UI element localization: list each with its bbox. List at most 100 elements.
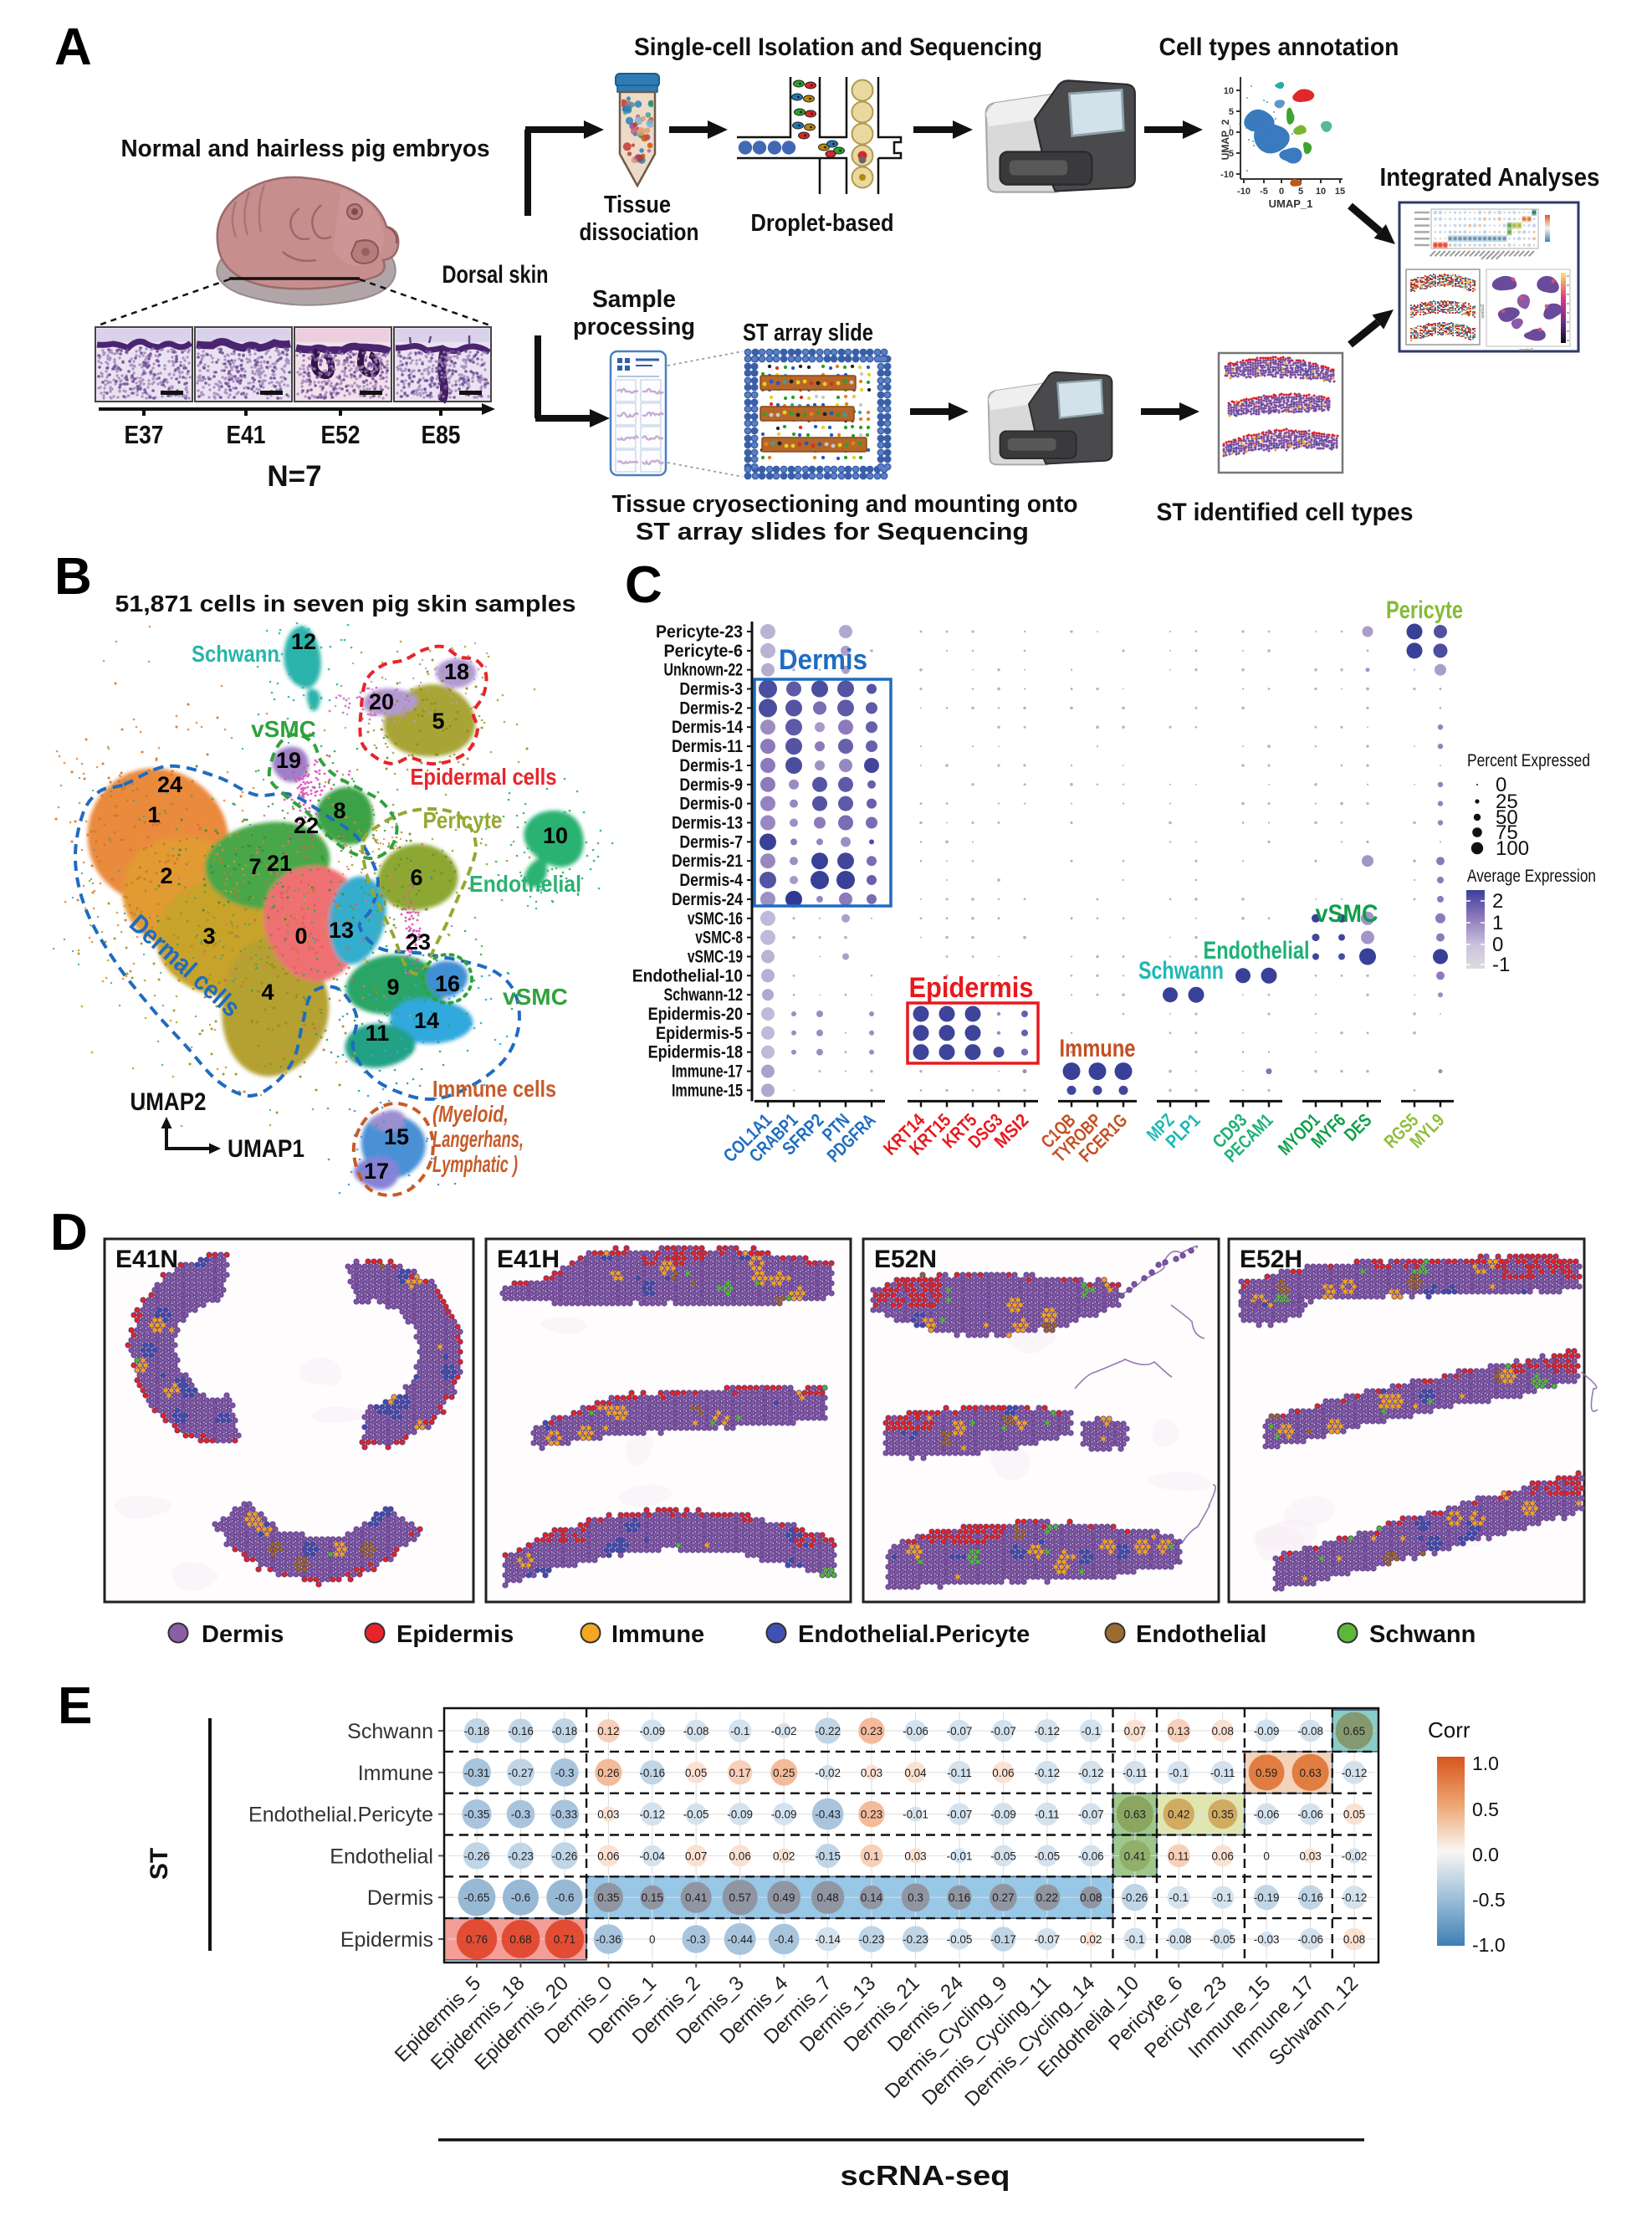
svg-text:Dermis-13: Dermis-13 xyxy=(672,814,743,833)
svg-text:-0.05: -0.05 xyxy=(947,1933,973,1946)
svg-text:0.14: 0.14 xyxy=(861,1891,883,1904)
svg-text:-0.23: -0.23 xyxy=(508,1850,534,1862)
svg-text:0.13: 0.13 xyxy=(1168,1725,1189,1737)
svg-text:Langerhans,: Langerhans, xyxy=(432,1126,524,1152)
svg-text:-0.09: -0.09 xyxy=(771,1809,797,1821)
svg-text:Dermis-4: Dermis-4 xyxy=(679,871,743,890)
svg-text:Immune: Immune xyxy=(1060,1035,1136,1062)
svg-text:0.03: 0.03 xyxy=(597,1809,619,1821)
svg-text:18: 18 xyxy=(444,659,469,684)
svg-text:Sample: Sample xyxy=(592,286,676,313)
svg-text:Dermis-0: Dermis-0 xyxy=(679,795,743,814)
svg-text:-0.02: -0.02 xyxy=(771,1725,797,1737)
svg-text:0.23: 0.23 xyxy=(861,1809,882,1821)
svg-text:0.07: 0.07 xyxy=(1124,1725,1146,1737)
svg-text:Unknown-22: Unknown-22 xyxy=(664,661,744,680)
svg-text:5: 5 xyxy=(1229,107,1234,117)
svg-text:10: 10 xyxy=(1316,187,1326,197)
svg-text:Average Expression: Average Expression xyxy=(1467,867,1596,886)
svg-text:0.23: 0.23 xyxy=(861,1725,882,1737)
svg-text:Integrated Analyses: Integrated Analyses xyxy=(1380,162,1600,192)
svg-text:spatial1: spatial1 xyxy=(1519,348,1533,353)
svg-text:2: 2 xyxy=(1492,890,1503,913)
svg-text:Immune: Immune xyxy=(358,1762,433,1785)
svg-text:-0.06: -0.06 xyxy=(1297,1809,1323,1821)
svg-text:-0.1: -0.1 xyxy=(1169,1767,1189,1779)
svg-text:0.06: 0.06 xyxy=(1212,1850,1234,1862)
svg-text:-0.6: -0.6 xyxy=(555,1891,574,1904)
svg-text:23: 23 xyxy=(406,929,431,954)
svg-text:-0.26: -0.26 xyxy=(464,1850,490,1862)
svg-text:Schwann: Schwann xyxy=(1138,957,1224,985)
svg-text:Tissue cryosectioning and moun: Tissue cryosectioning and mounting onto xyxy=(612,491,1078,518)
svg-text:0.65: 0.65 xyxy=(1343,1725,1365,1737)
svg-text:-0.26: -0.26 xyxy=(552,1850,578,1862)
svg-text:0.63: 0.63 xyxy=(1299,1767,1321,1779)
svg-text:0: 0 xyxy=(649,1933,656,1946)
svg-text:Dermis: Dermis xyxy=(367,1886,433,1910)
svg-text:-0.1: -0.1 xyxy=(1213,1891,1232,1904)
svg-text:16: 16 xyxy=(435,971,460,996)
svg-text:-0.05: -0.05 xyxy=(683,1809,709,1821)
svg-text:B: B xyxy=(54,548,92,606)
svg-text:0: 0 xyxy=(1229,128,1234,138)
svg-text:-0.09: -0.09 xyxy=(990,1809,1016,1821)
svg-text:-0.06: -0.06 xyxy=(903,1725,928,1737)
svg-text:0.06: 0.06 xyxy=(992,1767,1014,1779)
svg-text:-0.5: -0.5 xyxy=(1472,1889,1506,1911)
svg-text:50: 50 xyxy=(1496,806,1518,829)
svg-text:E85: E85 xyxy=(422,420,461,449)
svg-text:E52H: E52H xyxy=(1240,1246,1302,1273)
svg-text:vSMC-19: vSMC-19 xyxy=(688,948,743,967)
svg-text:Epidermis-20: Epidermis-20 xyxy=(648,1005,743,1024)
svg-text:Epidermis: Epidermis xyxy=(340,1928,433,1952)
svg-text:-0.1: -0.1 xyxy=(1125,1933,1144,1946)
svg-text:ST array slides for Sequencin: ST array slides for Sequencing xyxy=(636,519,1029,545)
svg-text:Endothelial: Endothelial xyxy=(330,1845,433,1868)
svg-text:-0.07: -0.07 xyxy=(947,1809,973,1821)
svg-text:E41N: E41N xyxy=(115,1246,178,1273)
svg-text:8: 8 xyxy=(333,798,345,823)
svg-text:7: 7 xyxy=(248,854,261,879)
svg-text:-0.6: -0.6 xyxy=(511,1891,530,1904)
svg-text:vSMC-16: vSMC-16 xyxy=(688,909,743,929)
svg-text:0.27: 0.27 xyxy=(992,1891,1014,1904)
svg-text:-0.36: -0.36 xyxy=(596,1933,621,1946)
svg-text:-0.26: -0.26 xyxy=(1122,1891,1148,1904)
svg-text:E41: E41 xyxy=(227,420,266,449)
svg-text:12: 12 xyxy=(291,629,316,654)
svg-text:-0.12: -0.12 xyxy=(1034,1767,1060,1779)
svg-text:Droplet-based: Droplet-based xyxy=(751,210,894,237)
svg-text:Endothelial: Endothelial xyxy=(469,871,581,897)
svg-text:-0.07: -0.07 xyxy=(1078,1809,1104,1821)
svg-text:Dermis-1: Dermis-1 xyxy=(679,756,743,775)
svg-text:0.63: 0.63 xyxy=(1124,1809,1146,1821)
svg-text:-0.09: -0.09 xyxy=(727,1809,753,1821)
svg-text:-0.06: -0.06 xyxy=(1078,1850,1104,1862)
svg-text:14: 14 xyxy=(414,1008,439,1033)
svg-text:-0.16: -0.16 xyxy=(1297,1891,1323,1904)
svg-text:0.15: 0.15 xyxy=(642,1891,663,1904)
svg-text:Single-cell Isolation and Sequ: Single-cell Isolation and Sequencing xyxy=(634,33,1042,61)
svg-text:-0.12: -0.12 xyxy=(1342,1891,1368,1904)
svg-text:Schwann-12: Schwann-12 xyxy=(664,985,744,1005)
svg-text:0.17: 0.17 xyxy=(729,1767,751,1779)
svg-text:Schwann: Schwann xyxy=(1369,1621,1476,1648)
svg-text:-0.1: -0.1 xyxy=(1169,1891,1189,1904)
svg-text:-0.4: -0.4 xyxy=(775,1933,795,1946)
svg-text:Dermis-14: Dermis-14 xyxy=(672,718,743,737)
svg-text:5: 5 xyxy=(432,709,444,734)
svg-text:-0.06: -0.06 xyxy=(1254,1809,1280,1821)
svg-text:24: 24 xyxy=(157,772,182,797)
svg-text:-0.09: -0.09 xyxy=(1254,1725,1280,1737)
svg-text:-0.05: -0.05 xyxy=(990,1850,1016,1862)
svg-text:0.59: 0.59 xyxy=(1256,1767,1277,1779)
svg-text:0: 0 xyxy=(1496,774,1506,796)
svg-text:-0.43: -0.43 xyxy=(815,1809,841,1821)
svg-text:UMAP_2: UMAP_2 xyxy=(1220,119,1231,160)
svg-text:-0.35: -0.35 xyxy=(464,1809,490,1821)
svg-text:-0.18: -0.18 xyxy=(552,1725,578,1737)
svg-text:3: 3 xyxy=(202,924,215,949)
svg-text:-1.0: -1.0 xyxy=(1472,1934,1506,1956)
svg-text:0.41: 0.41 xyxy=(1124,1850,1146,1862)
